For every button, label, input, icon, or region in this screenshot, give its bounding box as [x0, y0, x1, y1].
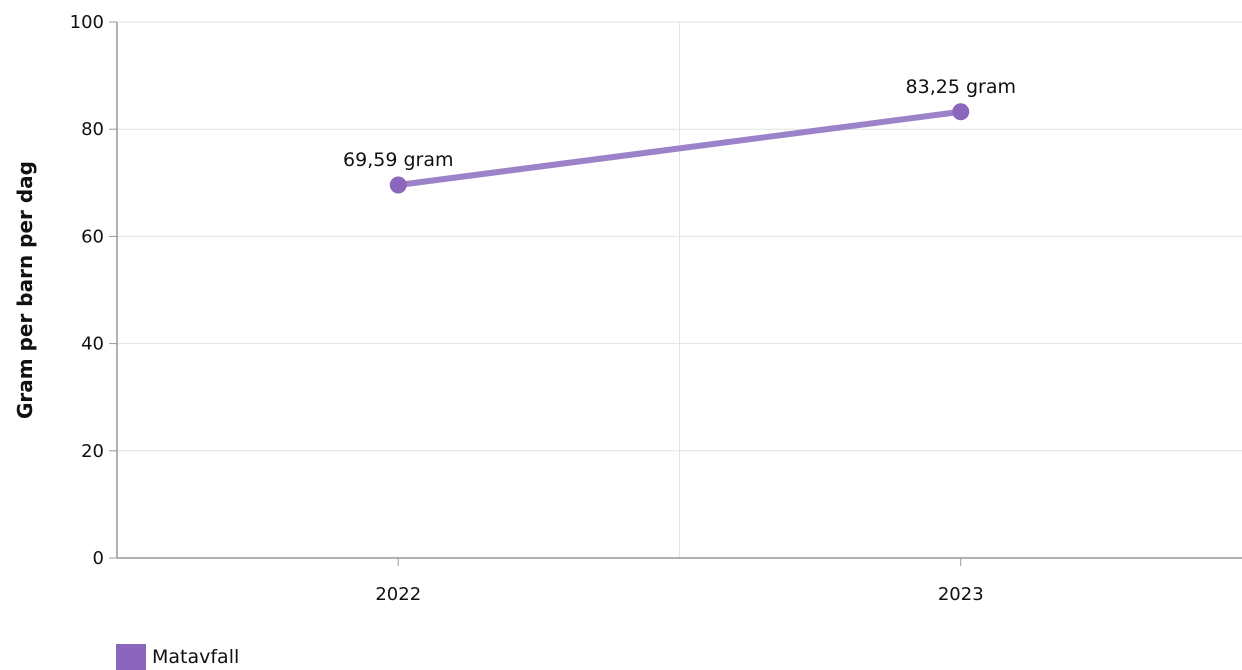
series-layer [389, 103, 970, 194]
legend: Matavfall [116, 644, 239, 670]
y-axis-label: Gram per barn per dag [13, 161, 37, 419]
data-labels: 69,59 gram 83,25 gram [343, 76, 1016, 171]
y-tick-label-80: 80 [81, 119, 104, 140]
x-tick-label-2022: 2022 [375, 584, 421, 605]
line-chart: 0 20 40 60 80 100 2022 2023 Gram per barn per d… [13, 12, 1242, 605]
x-tick-label-2023: 2023 [938, 584, 984, 605]
axes [109, 21, 1242, 566]
y-tick-label-20: 20 [81, 441, 104, 462]
data-point-2022 [389, 176, 407, 194]
data-label-2022: 69,59 gram [343, 149, 453, 171]
tick-labels: 0 20 40 60 80 100 2022 2023 [70, 12, 984, 605]
data-label-2023: 83,25 gram [906, 76, 1016, 98]
legend-swatch-matavfall[interactable] [116, 644, 146, 670]
y-tick-label-100: 100 [70, 12, 104, 33]
y-tick-label-0: 0 [93, 548, 104, 569]
data-point-2023 [952, 103, 970, 121]
series-line-matavfall [395, 108, 964, 188]
y-tick-label-60: 60 [81, 226, 104, 247]
legend-label-matavfall[interactable]: Matavfall [152, 646, 240, 668]
y-tick-label-40: 40 [81, 334, 104, 355]
grid-lines [117, 21, 1242, 558]
